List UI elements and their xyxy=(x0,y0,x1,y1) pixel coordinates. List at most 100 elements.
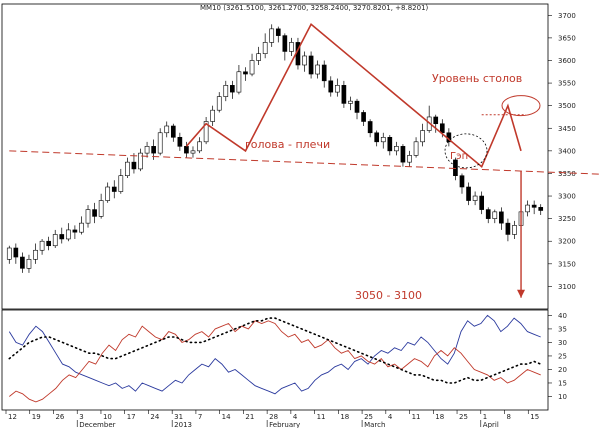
candle-body xyxy=(26,258,32,269)
candle-body xyxy=(387,136,393,152)
candle-body xyxy=(472,195,478,201)
candle-body xyxy=(151,146,156,154)
candle-body xyxy=(203,121,209,143)
candle-body xyxy=(466,186,471,201)
candle-body xyxy=(59,234,65,240)
x-tick-label: 4 xyxy=(293,413,298,421)
candle-body xyxy=(184,146,189,154)
candle-body xyxy=(341,85,347,104)
candle-body xyxy=(354,100,360,113)
candle-body xyxy=(321,64,327,82)
x-tick-label: 1 xyxy=(483,413,487,421)
candle-body xyxy=(177,136,183,147)
candle-body xyxy=(118,175,124,192)
candle-body xyxy=(394,146,399,152)
candle-body xyxy=(85,209,91,224)
x-tick-label: 31 xyxy=(174,413,183,421)
candle-body xyxy=(79,222,84,233)
candle-body xyxy=(380,136,386,143)
candle-body xyxy=(236,71,242,93)
candle-body xyxy=(256,53,261,61)
candle-body xyxy=(453,159,458,177)
candle-body xyxy=(499,211,504,224)
oscillator-series-1 xyxy=(8,314,541,395)
candle-body xyxy=(33,249,38,260)
x-tick-label: 10 xyxy=(103,413,112,421)
oscillator-y-tick-label: 20 xyxy=(558,366,567,374)
candle-body xyxy=(230,85,235,93)
month-label: March xyxy=(364,421,385,428)
candle-body xyxy=(52,234,58,247)
oscillator-y-axis: 10 15 20 25 30 35 40 xyxy=(548,312,567,401)
candle-body xyxy=(249,60,255,75)
candle-body xyxy=(223,85,229,97)
candle-body xyxy=(170,125,176,138)
price-y-tick-label: 3500 xyxy=(558,102,576,110)
candle-body xyxy=(420,130,425,143)
candle-body xyxy=(459,175,465,188)
x-tick-label: 11 xyxy=(317,413,326,421)
pillar-level-annotation: Уровень столов xyxy=(432,72,522,85)
candle-body xyxy=(538,207,544,211)
x-tick-label: 28 xyxy=(269,413,278,421)
candle-body xyxy=(479,195,485,210)
candle-body xyxy=(262,42,268,55)
candle-body xyxy=(374,132,380,143)
candle-body xyxy=(269,28,275,43)
x-tick-label: 11 xyxy=(412,413,421,421)
price-frame xyxy=(1,3,549,310)
price-panel: MM10 (3261.5100, 3261.2700, 3258.2400, 3… xyxy=(1,3,600,310)
oscillator-series-2 xyxy=(9,320,541,403)
oscillator-series-3 xyxy=(8,317,542,384)
candle-body xyxy=(39,240,45,251)
candle-body xyxy=(282,35,288,52)
x-tick-label: 4 xyxy=(388,413,393,421)
x-tick-label: 21 xyxy=(245,413,254,421)
oscillator-y-tick-label: 35 xyxy=(558,325,567,333)
candle-body xyxy=(164,125,170,134)
month-label: April xyxy=(483,421,499,428)
candle-body xyxy=(512,225,517,235)
candle-body xyxy=(243,71,248,75)
gap-annotation: Гэп xyxy=(450,151,468,162)
candle-body xyxy=(105,186,111,201)
candle-body xyxy=(216,96,222,111)
x-tick-label: 15 xyxy=(530,413,539,421)
candle-body xyxy=(315,64,320,75)
candle-body xyxy=(210,109,216,122)
candle-body xyxy=(302,55,307,66)
head-shoulders-annotation: голова - плечи xyxy=(245,138,330,151)
pillar-level-ellipse xyxy=(501,95,541,117)
neckline xyxy=(9,150,600,175)
target-arrow-head xyxy=(517,289,526,298)
candle-body xyxy=(348,100,353,104)
candle-body xyxy=(131,161,137,170)
candle-body xyxy=(439,123,445,134)
candle-body xyxy=(111,186,117,192)
price-y-tick-label: 3600 xyxy=(558,57,576,65)
x-tick-label: 17 xyxy=(127,413,136,421)
candle-body xyxy=(20,256,25,269)
x-tick-label: 12 xyxy=(8,413,17,421)
x-tick-label: 7 xyxy=(198,413,202,421)
candle-body xyxy=(531,204,537,208)
candle-body xyxy=(334,85,340,93)
oscillator-y-tick-label: 10 xyxy=(558,393,567,401)
price-y-tick-label: 3200 xyxy=(558,238,576,246)
price-y-tick-label: 3150 xyxy=(558,260,576,268)
candle-body xyxy=(328,80,334,93)
price-y-axis: 3100 3150 3200 3250 3300 3350 3400 3450 3500 3550… xyxy=(548,12,576,291)
price-y-tick-label: 3250 xyxy=(558,215,576,223)
x-tick-label: 3 xyxy=(79,413,83,421)
candle-body xyxy=(407,155,412,163)
price-y-tick-label: 3450 xyxy=(558,125,576,133)
candle-body xyxy=(413,141,419,156)
x-axis: 12 19 26 3 10 17 24 31 7 14 21 28 4 11 18 25 4 11 18 25 1 8 15… xyxy=(5,410,539,428)
candlesticks xyxy=(6,24,544,273)
x-tick-label: 24 xyxy=(150,413,159,421)
candle-body xyxy=(98,200,104,217)
candle-body xyxy=(525,204,530,213)
candle-body xyxy=(144,146,150,154)
price-header: MM10 (3261.5100, 3261.2700, 3258.2400, 3… xyxy=(200,4,429,12)
